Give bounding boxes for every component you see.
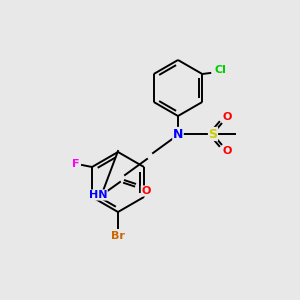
Text: O: O xyxy=(222,146,232,156)
Text: O: O xyxy=(222,112,232,122)
Text: HN: HN xyxy=(89,190,107,200)
Text: F: F xyxy=(72,159,80,169)
Text: O: O xyxy=(141,186,151,196)
Text: Br: Br xyxy=(111,231,125,241)
Text: Cl: Cl xyxy=(214,65,226,75)
Text: S: S xyxy=(208,128,217,140)
Text: N: N xyxy=(173,128,183,140)
